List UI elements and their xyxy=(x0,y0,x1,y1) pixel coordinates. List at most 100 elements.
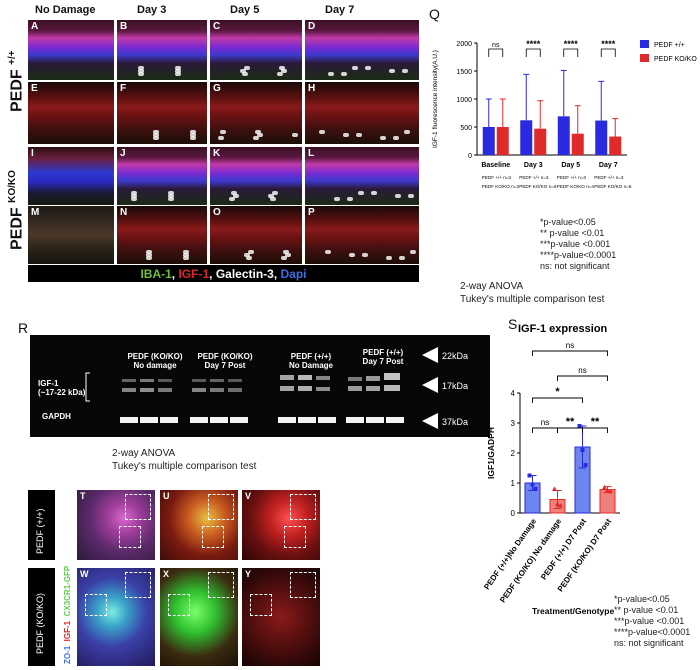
q-y-tick-label: 2000 xyxy=(456,41,472,48)
galectin-spot xyxy=(146,256,152,260)
lane-4-label: PEDF (+/+) Day 7 Post xyxy=(362,348,404,366)
q-n-note: PEDF +/+ n=3 xyxy=(594,175,624,180)
micro-tile-V: V xyxy=(242,490,320,560)
s-y-tick-label: 4 xyxy=(511,389,516,398)
q-n-note: PEDF +/+ n=3 xyxy=(557,175,587,180)
s-point xyxy=(602,485,607,490)
galectin-spot xyxy=(319,130,325,134)
q-legend-swatch xyxy=(640,40,649,48)
chart-q: 0 500 1000 1500 2000 IGF-1 fluorescence inten… xyxy=(432,39,697,189)
inset-box xyxy=(119,526,141,548)
q-sig-bracket xyxy=(488,48,504,57)
galectin-spot xyxy=(229,197,235,201)
q-legend-swatch xyxy=(640,54,649,62)
q-n-note: PEDF KO/KO n=4 xyxy=(557,184,595,189)
sig-key-5: ns: not significant xyxy=(540,261,610,271)
panel-tile-K: K xyxy=(210,147,302,205)
tile-letter: N xyxy=(120,207,128,218)
galectin-spot xyxy=(131,191,137,195)
tile-letter: I xyxy=(31,148,34,159)
inset-box xyxy=(208,572,234,598)
q-x-tick-label: Day 7 xyxy=(599,162,618,169)
s-point xyxy=(552,486,557,491)
s-point xyxy=(605,488,610,493)
galectin-spot xyxy=(380,136,386,140)
galectin-spot xyxy=(272,191,278,195)
q-sig-bracket xyxy=(563,48,579,57)
tile-letter: G xyxy=(213,83,221,94)
sig-key-4: ****p-value<0.0001 xyxy=(540,250,617,260)
s-y-tick-label: 1 xyxy=(511,479,516,488)
s-x-label: Treatment/Genotype xyxy=(532,606,614,616)
igf-label: IGF-1 (~17-22 kDa) xyxy=(38,379,86,397)
row-label-pedf-ko: PEDF KO/KO xyxy=(7,170,26,250)
galectin-spot xyxy=(279,66,285,70)
tile-letter: K xyxy=(213,148,221,159)
galectin-spot xyxy=(389,69,395,73)
q-y-tick-label: 0 xyxy=(468,153,472,160)
galectin-spot xyxy=(371,191,377,195)
q-sig-label: ns xyxy=(492,42,500,49)
sig-key-2: ** p-value <0.01 xyxy=(540,228,605,238)
q-bar xyxy=(571,133,584,155)
s-y-label: IGF1/GADPH xyxy=(486,427,496,479)
tile-letter: F xyxy=(120,83,127,94)
s-y-tick-label: 0 xyxy=(511,509,516,518)
micro-row-label-1: PEDF (+/+) xyxy=(28,490,55,560)
q-anova-note: 2-way ANOVA Tukey's multiple comparison … xyxy=(460,280,604,306)
s-point xyxy=(580,448,585,452)
panel-tile-A: A xyxy=(28,20,114,80)
galectin-spot xyxy=(190,136,196,140)
q-x-tick-label: Day 5 xyxy=(561,162,580,169)
panel-tile-N: N xyxy=(117,206,207,264)
marker-22kda: 22kDa xyxy=(442,351,469,361)
galectin-spot xyxy=(358,191,364,195)
galectin-spot xyxy=(131,197,137,201)
panel-tile-G: G xyxy=(210,82,302,144)
galectin-spot xyxy=(292,133,298,137)
s-sig-key-3: ***p-value <0.001 xyxy=(614,616,685,626)
galectin-spot xyxy=(349,253,355,257)
inset-box xyxy=(85,594,107,616)
panel-tile-J: J xyxy=(117,147,207,205)
galectin-spot xyxy=(362,253,368,257)
stain-legend-item: Dapi xyxy=(280,267,307,281)
panel-tile-F: F xyxy=(117,82,207,144)
galectin-spot xyxy=(253,136,259,140)
sig-key-1: *p-value<0.05 xyxy=(540,217,596,227)
micro-stain-item: , xyxy=(63,641,72,646)
galectin-spot xyxy=(341,72,347,76)
micro-stain-item: IGF-1 xyxy=(63,620,72,642)
galectin-spot xyxy=(240,69,246,73)
panel-tile-E: E xyxy=(28,82,114,144)
panel-tile-C: C xyxy=(210,20,302,80)
stain-legend-item: , xyxy=(171,267,179,281)
s-comparison-label: ** xyxy=(566,416,575,428)
s-point xyxy=(530,482,535,487)
lane-2-label: PEDF (KO/KO) Day 7 Post xyxy=(197,352,253,370)
q-significance-key: *p-value<0.05 ** p-value <0.01 ***p-valu… xyxy=(540,217,616,272)
s-point xyxy=(577,424,582,428)
panel-tile-P: P xyxy=(305,206,419,264)
q-anova-line-2: Tukey's multiple comparison test xyxy=(460,294,605,305)
s-title: IGF-1 expression xyxy=(518,323,608,335)
s-significance-key: *p-value<0.05 ** p-value <0.01 ***p-valu… xyxy=(614,594,690,649)
galectin-spot xyxy=(408,194,414,198)
galectin-spot xyxy=(183,250,189,254)
galectin-spot xyxy=(255,130,261,134)
inset-box xyxy=(250,594,272,616)
q-bar xyxy=(482,127,495,155)
galectin-spot xyxy=(244,66,250,70)
stain-legend-item: , xyxy=(273,267,281,281)
galectin-spot xyxy=(246,256,252,260)
s-comparison-label: ns xyxy=(566,341,574,350)
q-n-note: PEDF KO/KO n=6 xyxy=(594,184,632,189)
galectin-spot xyxy=(402,69,408,73)
q-sig-bracket xyxy=(525,48,541,57)
s-point xyxy=(608,488,613,494)
tile-letter: X xyxy=(163,569,170,579)
q-n-note: PEDF +/+ n=3 xyxy=(519,175,549,180)
micro-stain-item: CX3CR1-GFP xyxy=(63,565,72,617)
panel-letter-s: S xyxy=(508,316,518,332)
galectin-spot xyxy=(146,253,152,257)
